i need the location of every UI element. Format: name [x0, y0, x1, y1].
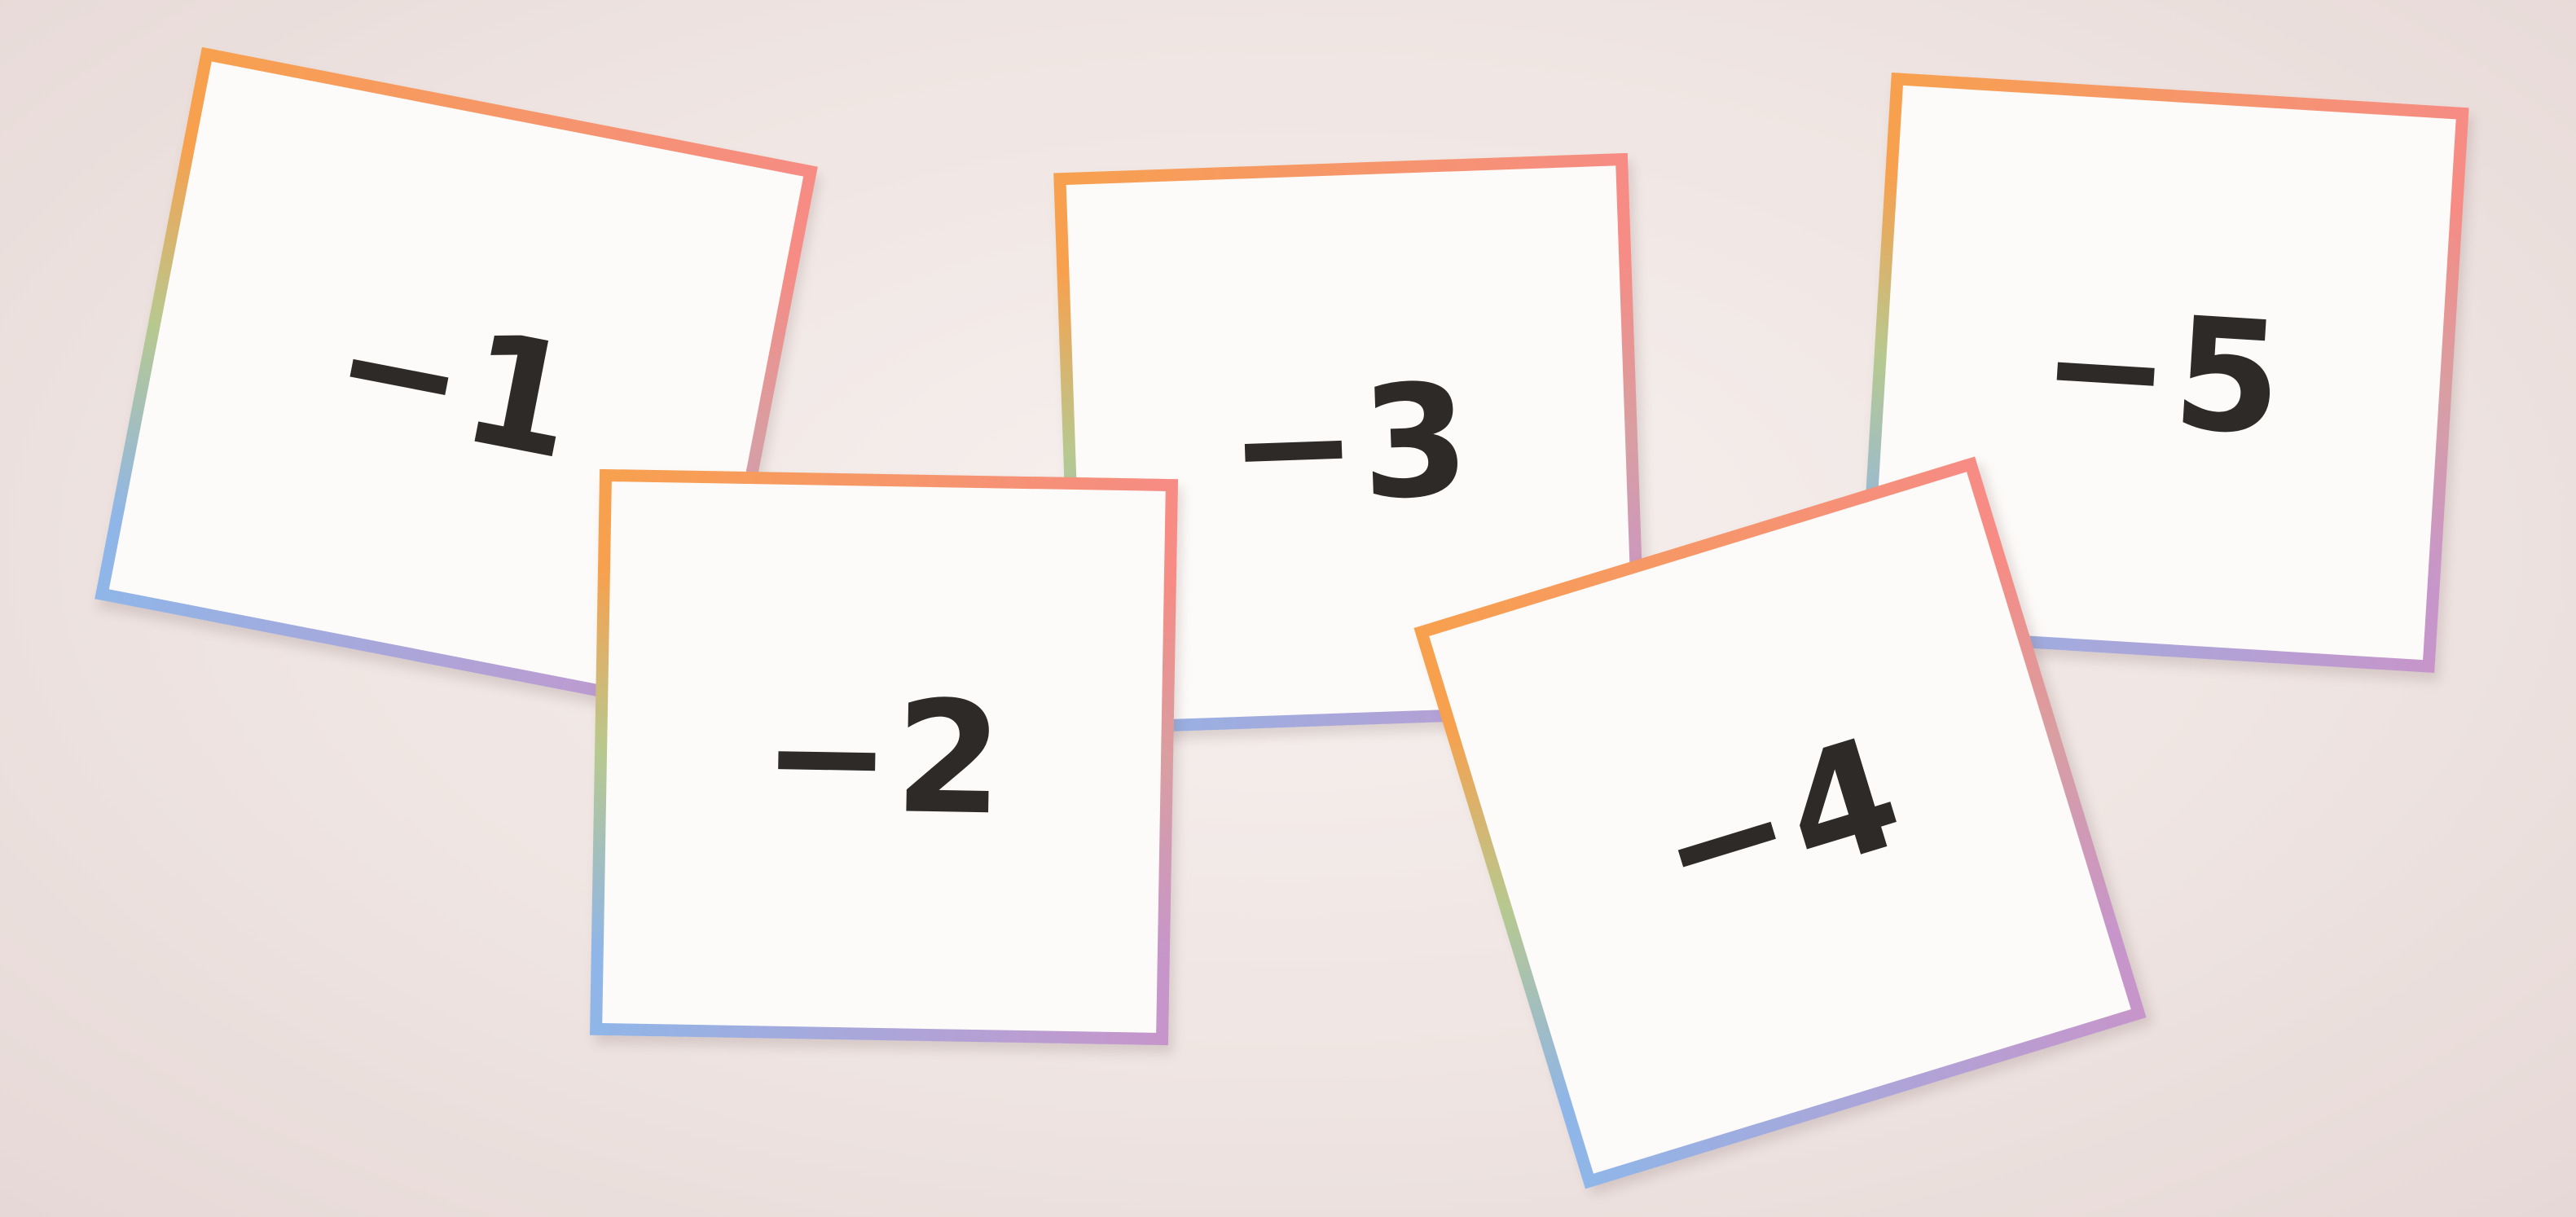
card-number: −3: [1225, 349, 1475, 538]
number-card-minus-2: −2: [589, 468, 1179, 1046]
card-number: −4: [1637, 701, 1923, 945]
card-number: −2: [760, 665, 1008, 850]
card-number: −1: [319, 270, 594, 495]
card-face: −2: [602, 481, 1166, 1033]
card-number: −5: [2035, 275, 2291, 470]
